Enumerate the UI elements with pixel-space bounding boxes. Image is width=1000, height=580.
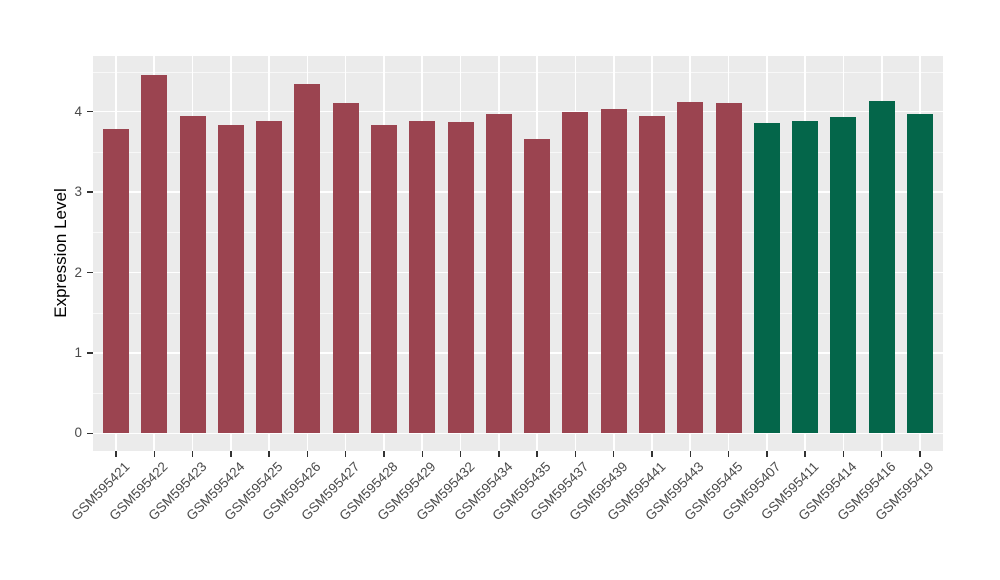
y-tick (87, 110, 93, 113)
bar (830, 116, 857, 434)
x-tick (230, 451, 232, 457)
x-tick (727, 451, 730, 457)
x-tick (498, 451, 500, 457)
gridline-major (93, 432, 943, 435)
gridline-major (93, 352, 943, 354)
bar (294, 83, 321, 434)
x-tick (842, 451, 845, 457)
bar (753, 122, 780, 434)
bar (677, 102, 704, 434)
gridline-major (93, 271, 943, 274)
y-tick (87, 352, 93, 354)
gridline-minor (93, 71, 943, 73)
gridline-major (93, 110, 943, 113)
x-tick (344, 451, 347, 457)
x-tick (651, 451, 653, 457)
plot-panel (93, 56, 943, 451)
bar (256, 121, 283, 434)
bar (600, 109, 627, 434)
y-tick-label: 4 (74, 103, 82, 119)
bar (715, 102, 742, 434)
gridline-minor (93, 232, 943, 234)
x-tick (766, 451, 768, 457)
gridline-minor (93, 151, 943, 153)
y-tick-label: 1 (74, 344, 82, 360)
bar (217, 125, 244, 434)
y-tick-label: 2 (74, 264, 82, 280)
bar (792, 120, 819, 434)
bar (447, 122, 474, 434)
x-tick (421, 451, 424, 457)
x-tick (689, 451, 692, 457)
x-tick (536, 451, 538, 457)
y-tick (87, 271, 93, 274)
x-tick (612, 451, 615, 457)
x-tick (115, 451, 117, 457)
bar (524, 139, 551, 434)
bar (868, 101, 895, 434)
x-tick (383, 451, 385, 457)
bar (179, 115, 206, 434)
bar (639, 115, 665, 434)
bar (409, 121, 436, 434)
x-tick (574, 451, 577, 457)
bar (332, 102, 359, 434)
x-tick (191, 451, 194, 457)
gridline-minor (93, 393, 943, 395)
x-tick (306, 451, 309, 457)
y-axis-title: Expression Level (51, 188, 70, 318)
bar (562, 111, 589, 434)
bar (141, 74, 168, 434)
bar (102, 129, 129, 434)
bar (370, 125, 397, 434)
x-tick (919, 451, 921, 457)
bar (485, 114, 512, 434)
x-tick (880, 451, 883, 457)
x-tick (268, 451, 270, 457)
x-tick (153, 451, 155, 457)
y-tick-label: 0 (74, 425, 82, 441)
bar (907, 114, 934, 434)
x-tick (459, 451, 462, 457)
y-tick (87, 432, 93, 435)
x-tick (804, 451, 806, 457)
gridline-minor (93, 312, 943, 314)
gridline-major (93, 191, 943, 193)
y-tick (87, 191, 93, 193)
y-tick-label: 3 (74, 184, 82, 200)
